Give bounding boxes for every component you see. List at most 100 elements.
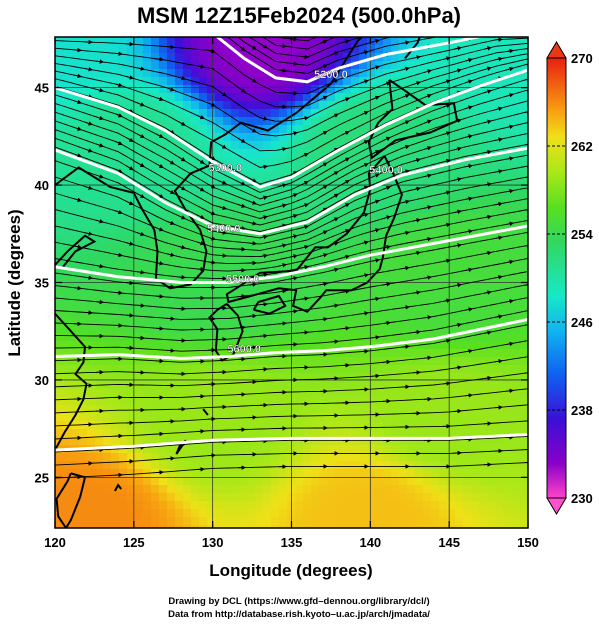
field-cell	[207, 477, 216, 486]
field-cell	[55, 301, 64, 310]
field-cell	[343, 317, 352, 326]
field-cell	[423, 173, 432, 182]
field-cell	[215, 421, 224, 430]
field-cell	[407, 277, 416, 286]
field-cell	[319, 125, 328, 134]
field-cell	[159, 493, 168, 502]
field-cell	[127, 285, 136, 294]
field-cell	[407, 317, 416, 326]
field-cell	[327, 45, 336, 54]
field-cell	[135, 253, 144, 262]
field-cell	[247, 477, 256, 486]
field-cell	[159, 77, 168, 86]
field-cell	[503, 517, 512, 526]
field-cell	[495, 381, 504, 390]
field-cell	[231, 37, 240, 46]
field-cell	[431, 469, 440, 478]
field-cell	[231, 109, 240, 118]
field-cell	[199, 141, 208, 150]
field-cell	[439, 477, 448, 486]
field-cell	[375, 309, 384, 318]
field-cell	[55, 525, 64, 534]
field-cell	[463, 413, 472, 422]
field-cell	[223, 381, 232, 390]
field-cell	[431, 517, 440, 526]
field-cell	[63, 389, 72, 398]
field-cell	[415, 469, 424, 478]
field-cell	[87, 389, 96, 398]
field-cell	[223, 485, 232, 494]
field-cell	[415, 293, 424, 302]
field-cell	[175, 501, 184, 510]
field-cell	[263, 525, 272, 534]
field-cell	[351, 493, 360, 502]
field-cell	[407, 293, 416, 302]
field-cell	[351, 477, 360, 486]
field-cell	[223, 517, 232, 526]
field-cell	[175, 237, 184, 246]
field-cell	[367, 453, 376, 462]
field-cell	[143, 493, 152, 502]
field-cell	[375, 477, 384, 486]
field-cell	[415, 509, 424, 518]
field-cell	[239, 301, 248, 310]
field-cell	[303, 357, 312, 366]
field-cell	[279, 485, 288, 494]
field-cell	[279, 125, 288, 134]
field-cell	[407, 405, 416, 414]
streamline-arrow	[331, 28, 337, 31]
field-cell	[279, 213, 288, 222]
field-cell	[279, 477, 288, 486]
field-cell	[407, 477, 416, 486]
credit-data: Data from http://database.rish.kyoto–u.a…	[168, 609, 430, 620]
field-cell	[439, 69, 448, 78]
field-cell	[127, 493, 136, 502]
field-cell	[239, 461, 248, 470]
field-cell	[127, 413, 136, 422]
field-cell	[183, 101, 192, 110]
field-cell	[343, 517, 352, 526]
field-cell	[487, 221, 496, 230]
field-cell	[143, 525, 152, 534]
field-cell	[415, 405, 424, 414]
field-cell	[87, 413, 96, 422]
field-cell	[215, 493, 224, 502]
field-cell	[183, 269, 192, 278]
field-cell	[175, 93, 184, 102]
field-cell	[415, 445, 424, 454]
field-cell	[487, 509, 496, 518]
field-cell	[79, 189, 88, 198]
field-cell	[399, 493, 408, 502]
field-cell	[271, 53, 280, 62]
field-cell	[271, 469, 280, 478]
field-cell	[127, 429, 136, 438]
field-cell	[239, 501, 248, 510]
field-cell	[63, 453, 72, 462]
field-cell	[119, 341, 128, 350]
streamline-arrow	[454, 0, 460, 1]
field-cell	[311, 125, 320, 134]
field-cell	[303, 277, 312, 286]
field-cell	[383, 421, 392, 430]
field-cell	[135, 389, 144, 398]
field-cell	[375, 445, 384, 454]
streamline-arrow	[167, 47, 173, 48]
field-cell	[375, 517, 384, 526]
field-cell	[167, 517, 176, 526]
field-cell	[519, 517, 528, 526]
contour-label: 5200.0	[314, 69, 348, 81]
field-cell	[303, 429, 312, 438]
field-cell	[151, 173, 160, 182]
field-cell	[399, 125, 408, 134]
field-cell	[63, 229, 72, 238]
field-cell	[87, 301, 96, 310]
field-cell	[311, 397, 320, 406]
field-cell	[183, 485, 192, 494]
field-cell	[359, 349, 368, 358]
field-cell	[255, 485, 264, 494]
field-cell	[399, 469, 408, 478]
field-cell	[351, 293, 360, 302]
field-cell	[239, 93, 248, 102]
field-cell	[519, 501, 528, 510]
